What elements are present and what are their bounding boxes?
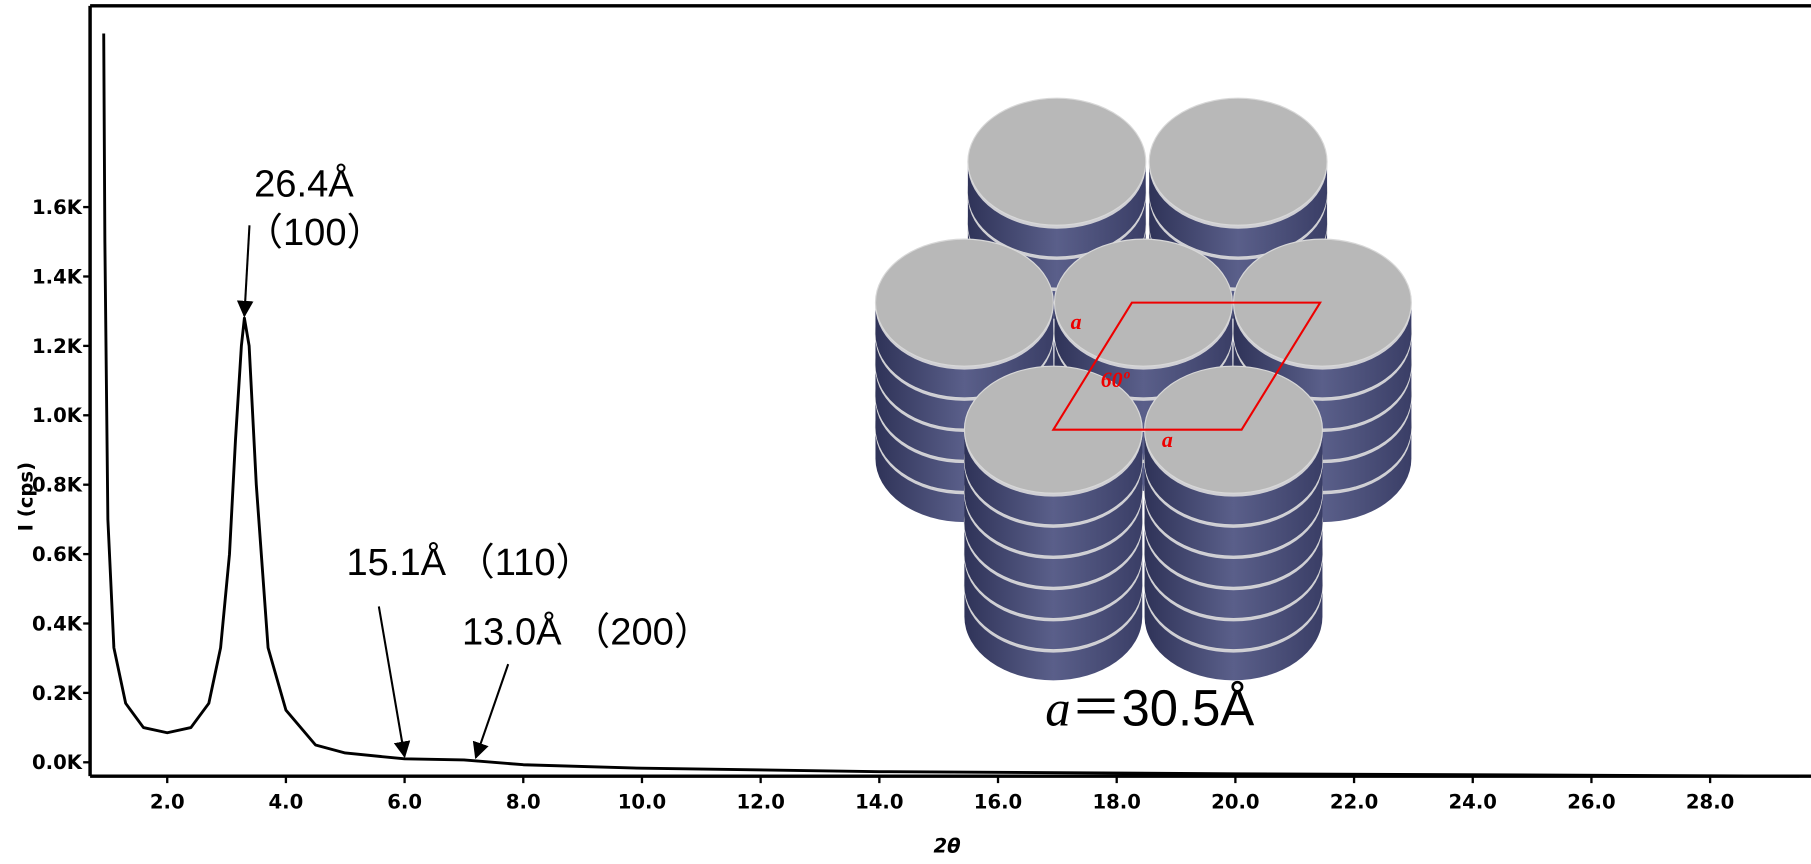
annotation: 13.0Å （200） bbox=[462, 610, 712, 654]
x-tick-label: 26.0 bbox=[1567, 791, 1615, 814]
base-label: a bbox=[1162, 427, 1173, 452]
x-tick-label: 6.0 bbox=[387, 791, 422, 814]
x-tick-label: 8.0 bbox=[506, 791, 541, 814]
x-tick-label: 28.0 bbox=[1686, 791, 1734, 814]
y-tick-label: 1.2K bbox=[32, 335, 83, 358]
x-tick-label: 20.0 bbox=[1211, 791, 1259, 814]
x-tick-label: 22.0 bbox=[1330, 791, 1378, 814]
x-tick-label: 2.0 bbox=[150, 791, 185, 814]
y-tick-label: 1.0K bbox=[32, 404, 83, 427]
disk-top bbox=[875, 239, 1053, 366]
annotation: 15.1Å （110） bbox=[346, 540, 593, 584]
y-tick-label: 1.4K bbox=[32, 265, 83, 288]
x-tick-label: 16.0 bbox=[974, 791, 1022, 814]
disk-top bbox=[968, 98, 1146, 225]
x-axis-label: 2θ bbox=[934, 834, 961, 857]
annotation-arrow bbox=[476, 664, 508, 757]
x-tick-label: 4.0 bbox=[269, 791, 304, 814]
side-label: a bbox=[1071, 309, 1082, 334]
y-tick-label: 0.8K bbox=[32, 474, 83, 497]
chart: I (cps) 2θ a 60º a a＝30.5Å 2.04.06.08.01… bbox=[0, 0, 1811, 864]
annotation-sub: （100） bbox=[245, 212, 385, 254]
x-tick-label: 24.0 bbox=[1449, 791, 1497, 814]
x-tick-label: 18.0 bbox=[1092, 791, 1140, 814]
x-tick-label: 12.0 bbox=[736, 791, 784, 814]
disk-top bbox=[1149, 98, 1327, 225]
y-tick-label: 0.6K bbox=[32, 543, 83, 566]
caption: a＝30.5Å bbox=[1045, 679, 1254, 736]
y-tick-label: 0.0K bbox=[32, 751, 83, 774]
annotation: 26.4Å bbox=[254, 161, 354, 205]
y-tick-label: 0.4K bbox=[32, 612, 83, 635]
x-tick-label: 10.0 bbox=[618, 791, 666, 814]
caption-symbol: a bbox=[1045, 680, 1070, 736]
disk-diagram bbox=[875, 98, 1411, 680]
y-tick-label: 0.2K bbox=[32, 682, 83, 705]
y-axis-label: I (cps) bbox=[14, 462, 37, 531]
y-tick-label: 1.6K bbox=[32, 196, 83, 219]
annotation-arrow bbox=[379, 606, 405, 756]
caption-value: ＝30.5Å bbox=[1071, 679, 1255, 736]
angle-label: 60º bbox=[1101, 367, 1131, 392]
x-tick-label: 14.0 bbox=[855, 791, 903, 814]
